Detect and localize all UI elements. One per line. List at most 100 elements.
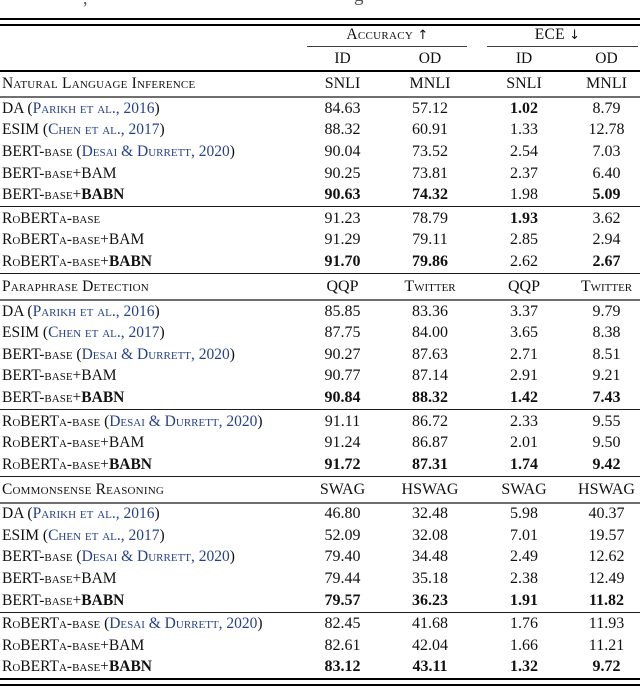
citation-link[interactable]: Parikh et al., 2016 bbox=[32, 302, 155, 320]
citation-link[interactable]: Desai & Durrett, 2020 bbox=[81, 548, 230, 566]
cell-value: 1.66 bbox=[510, 636, 538, 654]
model-name: DA bbox=[2, 302, 24, 320]
table-row: RoBERTa-base (Desai & Durrett, 2020) 82.4… bbox=[0, 613, 640, 635]
open-paren: ( bbox=[23, 302, 33, 320]
citation-link[interactable]: Chen et al., 2017 bbox=[48, 121, 160, 139]
cell-value: 3.62 bbox=[592, 209, 621, 227]
dataset-header: MNLI bbox=[586, 75, 627, 92]
row-label: RoBERTa-base+BAM bbox=[0, 434, 300, 452]
citation-link[interactable]: Desai & Durrett, 2020 bbox=[81, 142, 230, 160]
cell-value: 82.45 bbox=[324, 615, 361, 633]
close-paren: ) bbox=[154, 302, 160, 320]
cell-value: 9.72 bbox=[592, 658, 621, 676]
cropped-caption-fragment: g bbox=[354, 0, 364, 5]
model-name: RoBERTa-base+ bbox=[2, 455, 109, 473]
row-label: DA (Parikh et al., 2016) bbox=[0, 100, 300, 118]
citation-link[interactable]: Parikh et al., 2016 bbox=[32, 505, 155, 523]
cell-value: 90.27 bbox=[324, 345, 361, 363]
model-name: BERT-base+BAM bbox=[2, 164, 117, 182]
row-label: DA (Parikh et al., 2016) bbox=[0, 303, 300, 321]
dataset-header: SNLI bbox=[506, 75, 542, 92]
bottom-double-rule bbox=[0, 678, 640, 687]
table-row: BERT-base+BABN 79.57 36.23 1.91 11.82 bbox=[0, 590, 640, 612]
dataset-header: MNLI bbox=[409, 75, 451, 92]
model-name: BERT-base+BAM bbox=[2, 367, 117, 385]
citation-link[interactable]: Desai & Durrett, 2020 bbox=[109, 412, 258, 430]
ece-group-header: ECE ↓ bbox=[475, 26, 640, 47]
table-row: BERT-base (Desai & Durrett, 2020) 90.04 73… bbox=[0, 141, 640, 163]
open-paren: ( bbox=[72, 548, 82, 566]
cell-value: 86.72 bbox=[412, 412, 448, 430]
open-paren: ( bbox=[39, 526, 49, 544]
citation-link[interactable]: Desai & Durrett, 2020 bbox=[81, 345, 230, 363]
citation-link[interactable]: Parikh et al., 2016 bbox=[32, 99, 155, 117]
row-label: RoBERTa-base (Desai & Durrett, 2020) bbox=[0, 413, 300, 431]
cell-value: 5.09 bbox=[592, 186, 621, 204]
table-row: DA (Parikh et al., 2016) 46.80 32.48 5.98 40… bbox=[0, 504, 640, 526]
subcol-header-od-accuracy: OD bbox=[418, 49, 442, 67]
cell-value: 82.61 bbox=[324, 636, 361, 654]
cell-value: 7.43 bbox=[592, 388, 621, 406]
cell-value: 2.54 bbox=[510, 142, 538, 160]
block-separator-rule bbox=[0, 409, 640, 411]
row-label: RoBERTa-base+BABN bbox=[0, 456, 300, 474]
cell-value: 12.78 bbox=[588, 121, 625, 139]
block-separator-rule bbox=[0, 273, 640, 275]
citation-link[interactable]: Chen et al., 2017 bbox=[48, 526, 160, 544]
cell-value: 78.79 bbox=[412, 209, 448, 227]
cell-value: 86.87 bbox=[412, 434, 448, 452]
top-double-rule bbox=[0, 18, 640, 26]
table-row: RoBERTa-base+BABN 83.12 43.11 1.32 9.72 bbox=[0, 657, 640, 679]
close-paren: ) bbox=[154, 505, 160, 523]
cell-value: 1.42 bbox=[510, 388, 538, 406]
dataset-header: Twitter bbox=[404, 277, 456, 295]
row-label: ESIM (Chen et al., 2017) bbox=[0, 121, 300, 139]
citation-link[interactable]: Desai & Durrett, 2020 bbox=[109, 615, 258, 633]
cell-value: 8.38 bbox=[592, 324, 621, 342]
cell-value: 1.93 bbox=[510, 209, 538, 227]
open-paren: ( bbox=[39, 121, 49, 139]
close-paren: ) bbox=[257, 412, 263, 430]
cell-value: 1.76 bbox=[510, 615, 538, 633]
cell-value: 52.09 bbox=[324, 526, 361, 544]
cell-value: 2.94 bbox=[592, 231, 621, 249]
cell-value: 87.63 bbox=[412, 345, 448, 363]
cell-value: 1.98 bbox=[510, 186, 538, 204]
close-paren: ) bbox=[229, 548, 235, 566]
cell-value: 2.91 bbox=[510, 367, 538, 385]
model-name-bold: BABN bbox=[108, 455, 153, 473]
cell-value: 91.70 bbox=[324, 252, 361, 270]
model-name: RoBERTa-base bbox=[2, 412, 101, 430]
cell-value: 11.82 bbox=[588, 591, 625, 609]
citation-link[interactable]: Chen et al., 2017 bbox=[48, 324, 160, 342]
cell-value: 79.40 bbox=[324, 548, 361, 566]
model-name: ESIM bbox=[2, 121, 40, 139]
cell-value: 7.03 bbox=[592, 142, 621, 160]
cell-value: 12.62 bbox=[588, 548, 625, 566]
label-column-spacer bbox=[0, 26, 300, 47]
open-paren: ( bbox=[72, 142, 82, 160]
row-label: BERT-base (Desai & Durrett, 2020) bbox=[0, 548, 300, 566]
table-row: BERT-base+BABN 90.63 74.32 1.98 5.09 bbox=[0, 184, 640, 206]
row-label: ESIM (Chen et al., 2017) bbox=[0, 324, 300, 342]
table-row: BERT-base+BAM 79.44 35.18 2.38 12.49 bbox=[0, 568, 640, 590]
table-row: BERT-base+BABN 90.84 88.32 1.42 7.43 bbox=[0, 387, 640, 409]
table-row: BERT-base (Desai & Durrett, 2020) 79.40 34… bbox=[0, 547, 640, 569]
row-label: BERT-base+BABN bbox=[0, 186, 300, 204]
cell-value: 2.37 bbox=[510, 164, 538, 182]
id-od-header-row: ID OD ID OD bbox=[0, 47, 640, 70]
row-label: BERT-base+BAM bbox=[0, 367, 300, 385]
section-header-row: Commonsense Reasoning SWAG HSWAG SWAG HSWAG bbox=[0, 478, 640, 502]
row-label: BERT-base (Desai & Durrett, 2020) bbox=[0, 143, 300, 161]
table-row: BERT-base+BAM 90.77 87.14 2.91 9.21 bbox=[0, 366, 640, 388]
row-label: RoBERTa-base bbox=[0, 210, 300, 228]
cell-value: 88.32 bbox=[324, 121, 361, 139]
up-arrow-icon: ↑ bbox=[417, 28, 429, 43]
close-paren: ) bbox=[159, 324, 165, 342]
cell-value: 6.40 bbox=[592, 164, 621, 182]
close-paren: ) bbox=[159, 526, 165, 544]
cell-value: 9.21 bbox=[592, 367, 621, 385]
row-label: DA (Parikh et al., 2016) bbox=[0, 505, 300, 523]
cell-value: 2.49 bbox=[510, 548, 538, 566]
cell-value: 35.18 bbox=[412, 570, 448, 588]
